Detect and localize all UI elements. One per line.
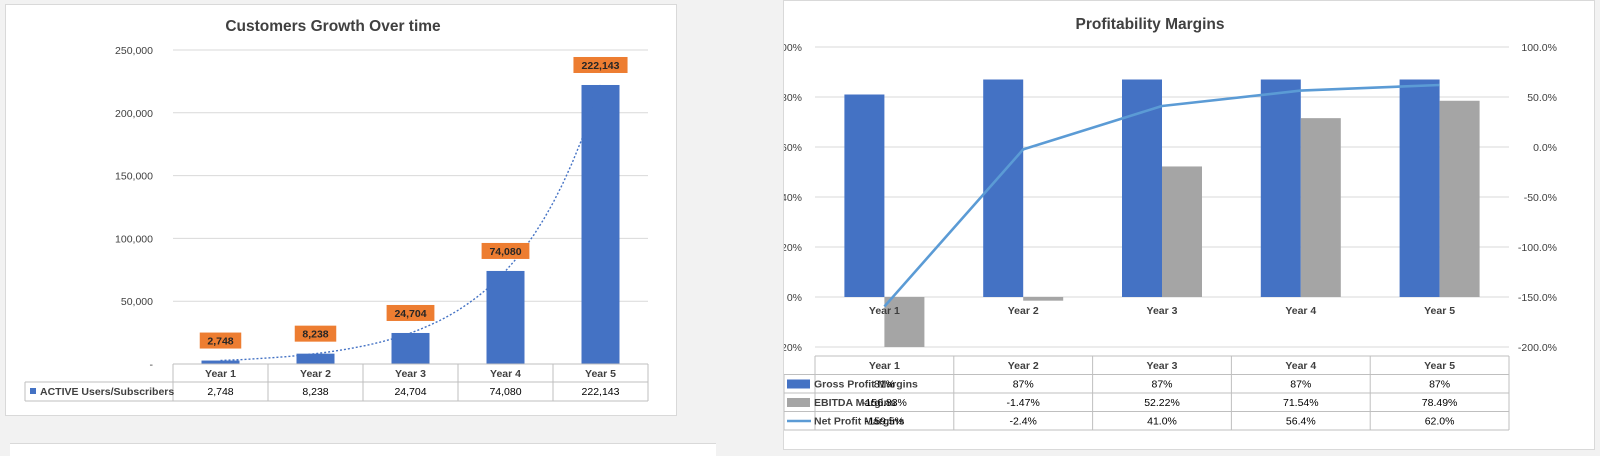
bar-gross-profit — [844, 94, 885, 297]
legend-series-name: Gross Profit Margins — [814, 379, 918, 391]
chart-title: Customers Growth Over time — [225, 18, 441, 35]
y-tick-label: 50,000 — [121, 296, 153, 308]
table-cell: 41.0% — [1147, 416, 1177, 428]
y2-tick-label: 50.0% — [1527, 92, 1557, 104]
y-tick-label: 200,000 — [115, 108, 153, 120]
line-net-profit — [883, 83, 1440, 308]
data-label-box — [386, 304, 435, 321]
x-category-label: Year 4 — [490, 368, 521, 380]
y2-tick-label: -150.0% — [1518, 292, 1557, 304]
data-label-box — [199, 332, 242, 349]
y-tick-label: -20% — [784, 342, 802, 354]
data-label-box — [573, 56, 628, 73]
table-cell: 222,143 — [582, 386, 620, 398]
table-cell: -156.83% — [862, 397, 907, 409]
bar-ebitda — [1300, 118, 1341, 298]
bar-gross-profit — [1260, 79, 1301, 297]
bar-ebitda — [1439, 100, 1480, 298]
y2-tick-label: 100.0% — [1521, 42, 1557, 54]
x-category-label: Year 2 — [300, 368, 331, 380]
y2-tick-label: -200.0% — [1518, 342, 1557, 354]
legend-key — [787, 398, 810, 407]
table-cell: 87% — [1151, 379, 1172, 391]
y-tick-label: 80% — [784, 92, 802, 104]
table-cell: 81% — [874, 379, 895, 391]
table-cell: 2,748 — [207, 386, 233, 398]
data-label-box — [294, 325, 337, 342]
y-tick-label: 250,000 — [115, 45, 153, 57]
table-cell: 87% — [1429, 379, 1450, 391]
y-tick-label: 20% — [784, 242, 802, 254]
bar — [391, 332, 430, 364]
table-cell: 62.0% — [1425, 416, 1455, 428]
table-cell: -2.4% — [1009, 416, 1036, 428]
y2-tick-label: -100.0% — [1518, 242, 1557, 254]
y-tick-label: 150,000 — [115, 171, 153, 183]
data-label: 8,238 — [302, 329, 328, 341]
x-category-label: Year 1 — [205, 368, 236, 380]
table-cell: 71.54% — [1283, 397, 1319, 409]
legend-key — [30, 388, 36, 394]
data-label: 74,080 — [489, 246, 521, 258]
table-header-cell: Year 4 — [1285, 360, 1316, 372]
customers-growth-chart: Customers Growth Over time - 50,000 100,00… — [24, 18, 649, 402]
chart-title: Profitability Margins — [1076, 16, 1225, 33]
legend-key — [787, 379, 810, 389]
legend-series-name: ACTIVE Users/Subscribers — [40, 386, 174, 398]
bar-ebitda — [1023, 297, 1064, 301]
table-cell: 24,704 — [394, 386, 426, 398]
bar-gross-profit — [1399, 79, 1440, 297]
bar-ebitda — [1162, 166, 1202, 297]
profitability-margins-chart: Profitability Margins -20% 0% 20% 40% 60% 80%… — [784, 16, 1557, 431]
table-header-cell: Year 1 — [869, 360, 900, 372]
x-category-label: Year 5 — [585, 368, 616, 380]
table-cell: 56.4% — [1286, 416, 1316, 428]
bar — [581, 84, 620, 364]
x-category-label: Year 4 — [1285, 305, 1316, 317]
bottom-panel-edge — [10, 443, 716, 456]
table-header-cell: Year 3 — [1147, 360, 1178, 372]
y-tick-label: 100% — [784, 42, 802, 54]
customers-growth-chart-panel: Customers Growth Over time - 50,000 100,00… — [5, 4, 677, 416]
legend-series-name: Net Profit Margins — [814, 416, 905, 428]
x-category-label: Year 3 — [1147, 305, 1178, 317]
table-cell: 74,080 — [489, 386, 521, 398]
y2-tick-label: -50.0% — [1524, 192, 1557, 204]
table-header-cell: Year 5 — [1424, 360, 1455, 372]
bar-ebitda — [884, 297, 925, 347]
data-label: 2,748 — [207, 336, 233, 348]
data-label: 222,143 — [582, 60, 620, 72]
data-label: 24,704 — [394, 308, 426, 320]
table-cell: -1.47% — [1007, 397, 1040, 409]
data-label-box — [481, 242, 530, 259]
y2-tick-label: 0.0% — [1533, 142, 1557, 154]
y-tick-label: 0% — [787, 292, 802, 304]
bar — [296, 353, 335, 364]
legend-series-name: EBITDA Margins — [814, 397, 896, 409]
y-tick-label: 40% — [784, 192, 802, 204]
bar — [486, 270, 525, 364]
table-cell: -159.5% — [865, 416, 904, 428]
table-cell: 8,238 — [302, 386, 328, 398]
table-cell: 87% — [1290, 379, 1311, 391]
table-cell: 78.49% — [1422, 397, 1458, 409]
table-cell: 52.22% — [1144, 397, 1180, 409]
x-category-label: Year 2 — [1008, 305, 1039, 317]
y-tick-label: 100,000 — [115, 233, 153, 245]
y-tick-label: 60% — [784, 142, 802, 154]
x-category-label: Year 3 — [395, 368, 426, 380]
x-category-label: Year 5 — [1424, 305, 1455, 317]
y-tick-label: - — [150, 359, 154, 371]
table-cell: 87% — [1013, 379, 1034, 391]
table-header-cell: Year 2 — [1008, 360, 1039, 372]
profitability-chart-panel: Profitability Margins -20% 0% 20% 40% 60% 80%… — [783, 0, 1595, 450]
bar — [201, 360, 240, 364]
trendline — [220, 84, 602, 362]
x-category-label: Year 1 — [869, 305, 900, 317]
